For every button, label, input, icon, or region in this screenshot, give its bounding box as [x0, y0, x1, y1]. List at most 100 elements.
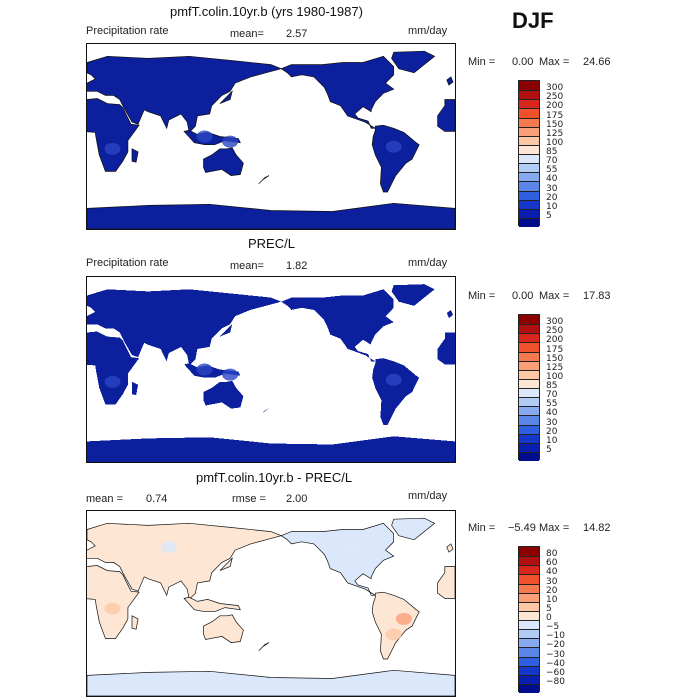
- landmass-samerica: [372, 358, 420, 425]
- landmass-uk: [446, 76, 454, 86]
- landmass-australia: [203, 380, 244, 409]
- colorbar-swatch: [519, 556, 539, 566]
- colorbar-swatch: [519, 388, 539, 398]
- panel-3-min-label: Min =: [468, 522, 496, 534]
- panel-1-units: mm/day: [408, 25, 448, 37]
- colorbar-swatch: [519, 656, 539, 666]
- colorbar-swatch: [519, 126, 539, 136]
- landmass-namerica: [281, 289, 394, 362]
- precip-blotch: [104, 602, 121, 615]
- panel-3-map: [86, 510, 456, 697]
- panel-1-map: [86, 43, 456, 230]
- colorbar-swatch: [519, 629, 539, 639]
- panel-2-max-value: 17.83: [583, 290, 611, 302]
- panel-1-min-label: Min =: [468, 56, 496, 68]
- colorbar-swatch: [519, 424, 539, 434]
- landmass-africa2: [437, 332, 455, 365]
- landmass-madagascar: [131, 148, 139, 163]
- colorbar-swatch: [519, 360, 539, 370]
- panel-2-min-value: 0.00: [512, 290, 534, 302]
- colorbar-tick-label: −80: [546, 676, 565, 687]
- colorbar-swatch: [519, 351, 539, 361]
- colorbar-swatch: [519, 369, 539, 379]
- colorbar-swatch: [519, 592, 539, 602]
- landmass-eurasia: [87, 55, 283, 134]
- precip-blotch: [344, 540, 361, 553]
- colorbar-swatch: [519, 199, 539, 209]
- colorbar-tick-label: 300: [546, 317, 564, 328]
- colorbar-swatch: [519, 442, 539, 452]
- panel-3-map-svg: [87, 511, 455, 696]
- precip-blotch: [222, 135, 239, 148]
- colorbar-tick-label: 80: [546, 549, 558, 560]
- landmass-africa: [87, 331, 140, 405]
- landmass-nz: [258, 175, 270, 185]
- colorbar-swatch: [519, 610, 539, 620]
- precip-blotch: [160, 540, 177, 553]
- colorbar-tick-label: −10: [546, 631, 565, 642]
- colorbar-swatch: [519, 620, 539, 630]
- colorbar-swatch: [519, 415, 539, 425]
- colorbar-tick-label: 30: [546, 183, 558, 194]
- colorbar-tick-label: 125: [546, 128, 564, 139]
- landmass-australia: [203, 147, 244, 176]
- colorbar-tick-label: 20: [546, 585, 558, 596]
- landmass-japan: [219, 557, 233, 571]
- colorbar-swatch: [519, 583, 539, 593]
- colorbar-swatch: [519, 378, 539, 388]
- panel-3-units: mm/day: [408, 490, 448, 502]
- precip-blotch: [385, 628, 402, 641]
- landmass-uk: [446, 543, 454, 553]
- colorbar-swatch: [519, 144, 539, 154]
- colorbar-tick-label: 70: [546, 156, 558, 167]
- colorbar-swatch: [519, 451, 539, 461]
- colorbar-tick-label: −20: [546, 640, 565, 651]
- colorbar-tick-label: 175: [546, 344, 564, 355]
- panel-3-rmse-label: rmse =: [232, 493, 266, 505]
- colorbar-tick-label: 0: [546, 613, 552, 623]
- colorbar-tick-label: 100: [546, 371, 564, 382]
- colorbar-tick-label: 55: [546, 399, 558, 410]
- panel-2-max-label: Max =: [539, 290, 570, 302]
- panel-1-mean-label: mean=: [230, 28, 264, 40]
- colorbar-tick-label: −60: [546, 667, 565, 678]
- landmass-japan: [219, 90, 233, 104]
- colorbar-tick-label: 150: [546, 353, 564, 364]
- landmass-antarctica: [87, 669, 455, 696]
- colorbar-swatch: [519, 342, 539, 352]
- colorbar-tick-label: 5: [546, 210, 552, 221]
- landmass-africa: [87, 98, 140, 172]
- panel-1-max-value: 24.66: [583, 56, 611, 68]
- colorbar-swatch: [519, 190, 539, 200]
- panel-2-min-label: Min =: [468, 290, 496, 302]
- panel-1-map-svg: [87, 44, 455, 229]
- colorbar-swatch: [519, 324, 539, 334]
- colorbar-swatch: [519, 117, 539, 127]
- panel-2-map-svg: [87, 277, 455, 462]
- panel-3-title: pmfT.colin.10yr.b - PREC/L: [196, 470, 353, 485]
- colorbar-swatch: [519, 674, 539, 684]
- panel-2-mean-label: mean=: [230, 260, 264, 272]
- colorbar-swatch: [519, 163, 539, 173]
- colorbar-tick-label: 100: [546, 137, 564, 148]
- colorbar-tick-label: 150: [546, 119, 564, 130]
- panel-3-max-label: Max =: [539, 522, 570, 534]
- landmass-indonesia: [183, 596, 241, 613]
- colorbar-swatch: [519, 315, 539, 325]
- colorbar-tick-label: 85: [546, 381, 558, 391]
- precip-blotch: [104, 375, 121, 388]
- landmass-uk: [446, 309, 453, 319]
- precip-blotch: [385, 373, 402, 386]
- landmass-namerica: [280, 522, 395, 596]
- panel-2-units: mm/day: [408, 257, 448, 269]
- colorbar-swatch: [519, 601, 539, 611]
- colorbar-tick-label: 55: [546, 165, 558, 176]
- colorbar-tick-label: 40: [546, 408, 558, 419]
- colorbar-tick-label: 5: [546, 603, 552, 614]
- panel-3-mean-value: 0.74: [146, 493, 168, 505]
- panel-3-max-value: 14.82: [583, 522, 611, 534]
- precip-blotch: [395, 612, 412, 625]
- panel-2-title: PREC/L: [248, 236, 295, 251]
- colorbar-tick-label: 40: [546, 174, 558, 185]
- colorbar-swatch: [519, 90, 539, 100]
